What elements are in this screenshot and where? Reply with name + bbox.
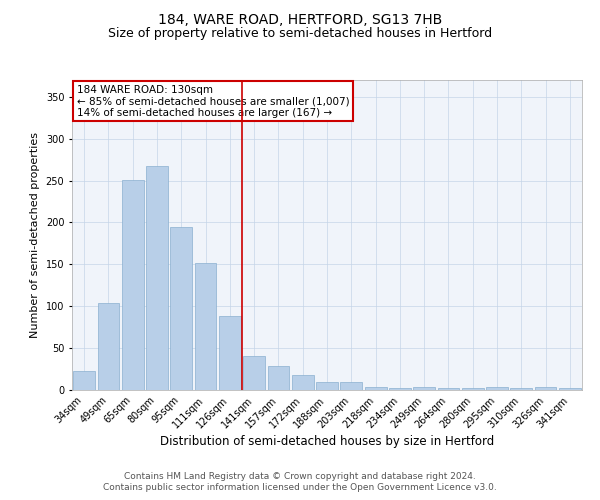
Bar xyxy=(486,388,508,390)
Text: 184, WARE ROAD, HERTFORD, SG13 7HB: 184, WARE ROAD, HERTFORD, SG13 7HB xyxy=(158,12,442,26)
Bar xyxy=(365,388,386,390)
X-axis label: Distribution of semi-detached houses by size in Hertford: Distribution of semi-detached houses by … xyxy=(160,436,494,448)
Text: Contains HM Land Registry data © Crown copyright and database right 2024.: Contains HM Land Registry data © Crown c… xyxy=(124,472,476,481)
Bar xyxy=(219,316,241,390)
Y-axis label: Number of semi-detached properties: Number of semi-detached properties xyxy=(30,132,40,338)
Bar xyxy=(268,366,289,390)
Bar xyxy=(170,228,192,390)
Bar xyxy=(122,180,143,390)
Bar xyxy=(292,375,314,390)
Bar xyxy=(194,264,217,390)
Text: Size of property relative to semi-detached houses in Hertford: Size of property relative to semi-detach… xyxy=(108,28,492,40)
Text: Contains public sector information licensed under the Open Government Licence v3: Contains public sector information licen… xyxy=(103,484,497,492)
Bar xyxy=(97,303,119,390)
Bar xyxy=(243,356,265,390)
Bar xyxy=(559,388,581,390)
Bar xyxy=(389,388,411,390)
Bar xyxy=(462,388,484,390)
Bar xyxy=(437,388,460,390)
Bar xyxy=(340,382,362,390)
Bar xyxy=(535,388,556,390)
Bar xyxy=(511,388,532,390)
Bar xyxy=(146,166,168,390)
Text: 184 WARE ROAD: 130sqm
← 85% of semi-detached houses are smaller (1,007)
14% of s: 184 WARE ROAD: 130sqm ← 85% of semi-deta… xyxy=(77,84,350,118)
Bar xyxy=(316,382,338,390)
Bar xyxy=(413,388,435,390)
Bar xyxy=(73,370,95,390)
